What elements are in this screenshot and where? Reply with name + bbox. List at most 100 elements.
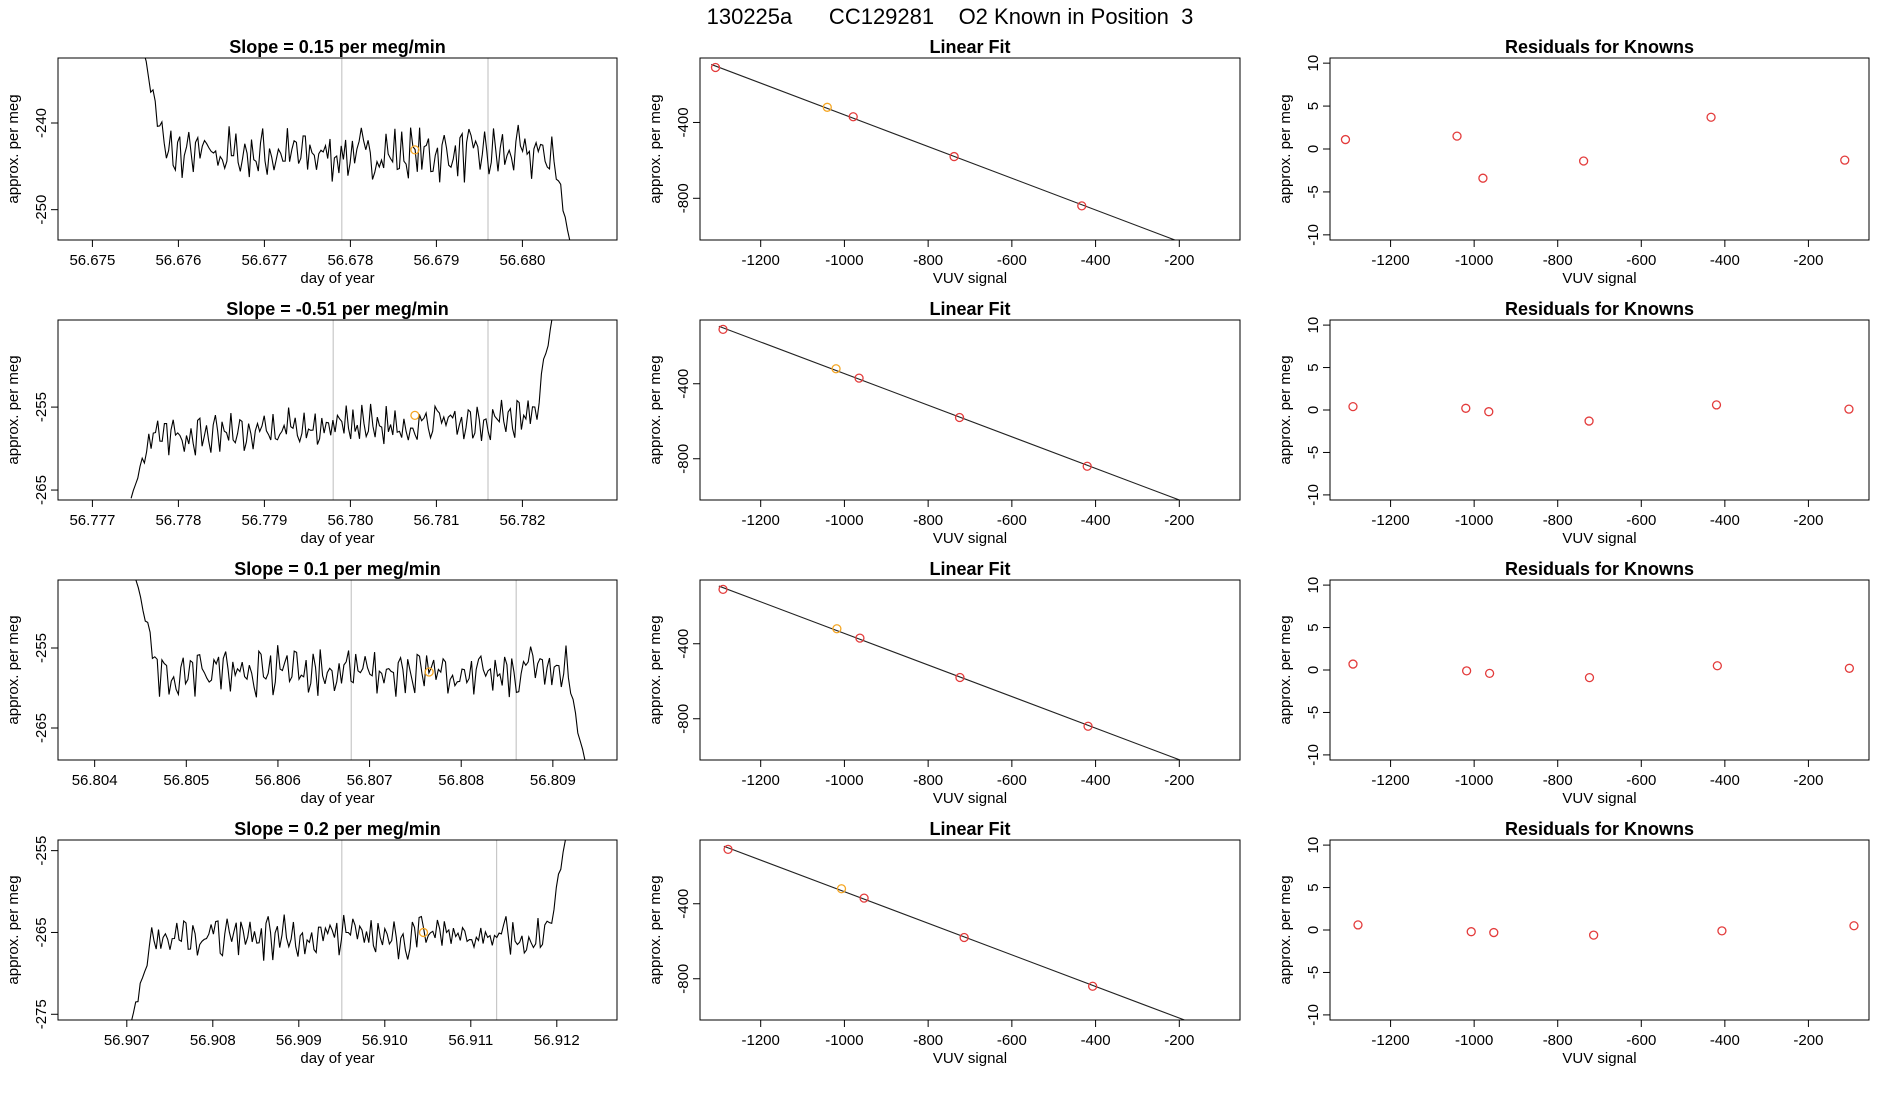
- fit-xlabel: VUV signal: [933, 790, 1007, 807]
- resid-xtick-label: -1000: [1455, 1032, 1493, 1049]
- drift-ylabel: approx. per meg: [5, 615, 22, 724]
- fit-xlabel: VUV signal: [933, 270, 1007, 287]
- drift-series-line: [130, 320, 553, 499]
- residual-point: [1353, 920, 1363, 930]
- drift-xtick-label: 56.675: [69, 252, 115, 269]
- residual-point: [1461, 403, 1471, 413]
- fit-ylabel: approx. per meg: [647, 94, 664, 203]
- drift-xtick-label: 56.807: [347, 772, 393, 789]
- fit-point: [1221, 1031, 1229, 1039]
- drift-frame: [57, 319, 618, 501]
- resid-ytick-label: 0: [1305, 406, 1322, 414]
- drift-ytick-label: -265: [33, 917, 50, 947]
- resid-xtick-label: -1000: [1455, 252, 1493, 269]
- residual-point: [1478, 173, 1488, 183]
- fit-ytick-label: -800: [675, 964, 692, 994]
- fit-point: [848, 112, 858, 122]
- fit-point: [1077, 201, 1087, 211]
- drift-frame: [57, 579, 618, 761]
- residual-point: [1452, 131, 1462, 141]
- fit-frame: [699, 57, 1241, 241]
- drift-ylabel: approx. per meg: [5, 355, 22, 464]
- fit-xtick-label: -200: [1164, 512, 1194, 529]
- resid-ytick-label: 10: [1305, 55, 1322, 72]
- residual-point: [1489, 927, 1499, 938]
- fit-ytick-label: -800: [675, 704, 692, 734]
- drift-ytick-label: -265: [33, 475, 50, 505]
- resid-xlabel: VUV signal: [1562, 1050, 1636, 1067]
- fit-xtick-label: -600: [997, 1032, 1027, 1049]
- resid-xlabel: VUV signal: [1562, 790, 1636, 807]
- drift-ytick-label: -240: [33, 108, 50, 138]
- resid-ytick-label: 5: [1305, 883, 1322, 891]
- fit-xtick-label: -400: [1081, 252, 1111, 269]
- residual-point: [1578, 156, 1589, 166]
- fit-title: Linear Fit: [929, 559, 1010, 579]
- fit-title: Linear Fit: [929, 819, 1010, 839]
- fit-xtick-label: -600: [997, 772, 1027, 789]
- drift-xtick-label: 56.908: [190, 1032, 236, 1049]
- fit-point: [1216, 771, 1224, 779]
- resid-ylabel: approx. per meg: [1277, 875, 1294, 984]
- drift-xtick-label: 56.804: [72, 772, 118, 789]
- resid-xtick-label: -200: [1793, 772, 1823, 789]
- drift-xlabel: day of year: [300, 530, 374, 547]
- fit-point: [859, 893, 869, 903]
- resid-xtick-label: -400: [1710, 1032, 1740, 1049]
- resid-ytick-label: 10: [1305, 317, 1322, 334]
- residual-point: [1461, 666, 1472, 676]
- drift-xtick-label: 56.777: [69, 512, 115, 529]
- fit-frame: [699, 319, 1241, 501]
- residual-point: [1584, 672, 1595, 683]
- drift-xlabel: day of year: [300, 270, 374, 287]
- drift-highlight-point: [410, 145, 420, 155]
- drift-series-line: [135, 580, 586, 760]
- drift-xtick-label: 56.907: [104, 1032, 150, 1049]
- resid-ylabel: approx. per meg: [1277, 94, 1294, 203]
- resid-ylabel: approx. per meg: [1277, 355, 1294, 464]
- resid-xtick-label: -600: [1626, 772, 1656, 789]
- resid-ytick-label: 10: [1305, 577, 1322, 594]
- residual-point: [1849, 921, 1859, 931]
- fit-xtick-label: -800: [913, 772, 943, 789]
- fit-frame: [699, 839, 1241, 1021]
- resid-xtick-label: -1200: [1371, 1032, 1409, 1049]
- residual-point: [1706, 112, 1716, 122]
- residual-point: [1711, 400, 1722, 410]
- fit-ytick-label: -400: [675, 629, 692, 659]
- drift-highlight-point: [410, 410, 420, 421]
- fit-point: [954, 412, 965, 423]
- drift-title: Slope = 0.1 per meg/min: [234, 559, 441, 579]
- resid-xtick-label: -400: [1710, 512, 1740, 529]
- fit-xlabel: VUV signal: [933, 530, 1007, 547]
- drift-xlabel: day of year: [300, 1050, 374, 1067]
- fit-point: [1083, 721, 1093, 731]
- fit-xtick-label: -1200: [742, 252, 780, 269]
- drift-xtick-label: 56.806: [255, 772, 301, 789]
- drift-xtick-label: 56.910: [362, 1032, 408, 1049]
- resid-xtick-label: -1000: [1455, 772, 1493, 789]
- resid-ytick-label: -5: [1305, 966, 1322, 979]
- resid-xtick-label: -200: [1793, 252, 1823, 269]
- residual-point: [1840, 155, 1850, 165]
- fit-xtick-label: -400: [1081, 772, 1111, 789]
- resid-xtick-label: -800: [1543, 1032, 1573, 1049]
- residual-point: [1717, 926, 1727, 936]
- resid-frame: [1329, 57, 1870, 241]
- residual-point: [1589, 930, 1599, 940]
- drift-xtick-label: 56.808: [438, 772, 484, 789]
- fit-xtick-label: -400: [1081, 512, 1111, 529]
- residual-point: [1484, 407, 1494, 417]
- fit-xtick-label: -1000: [825, 1032, 863, 1049]
- fit-ytick-label: -400: [675, 107, 692, 137]
- resid-ytick-label: -5: [1305, 706, 1322, 719]
- drift-xtick-label: 56.780: [327, 512, 373, 529]
- fit-point: [718, 324, 728, 335]
- fit-xtick-label: -800: [913, 1032, 943, 1049]
- fit-point: [710, 62, 721, 73]
- drift-xtick-label: 56.779: [241, 512, 287, 529]
- resid-xtick-label: -800: [1543, 772, 1573, 789]
- fit-regression-line: [723, 845, 1187, 1020]
- drift-title: Slope = 0.15 per meg/min: [229, 37, 446, 57]
- resid-xtick-label: -1200: [1371, 252, 1409, 269]
